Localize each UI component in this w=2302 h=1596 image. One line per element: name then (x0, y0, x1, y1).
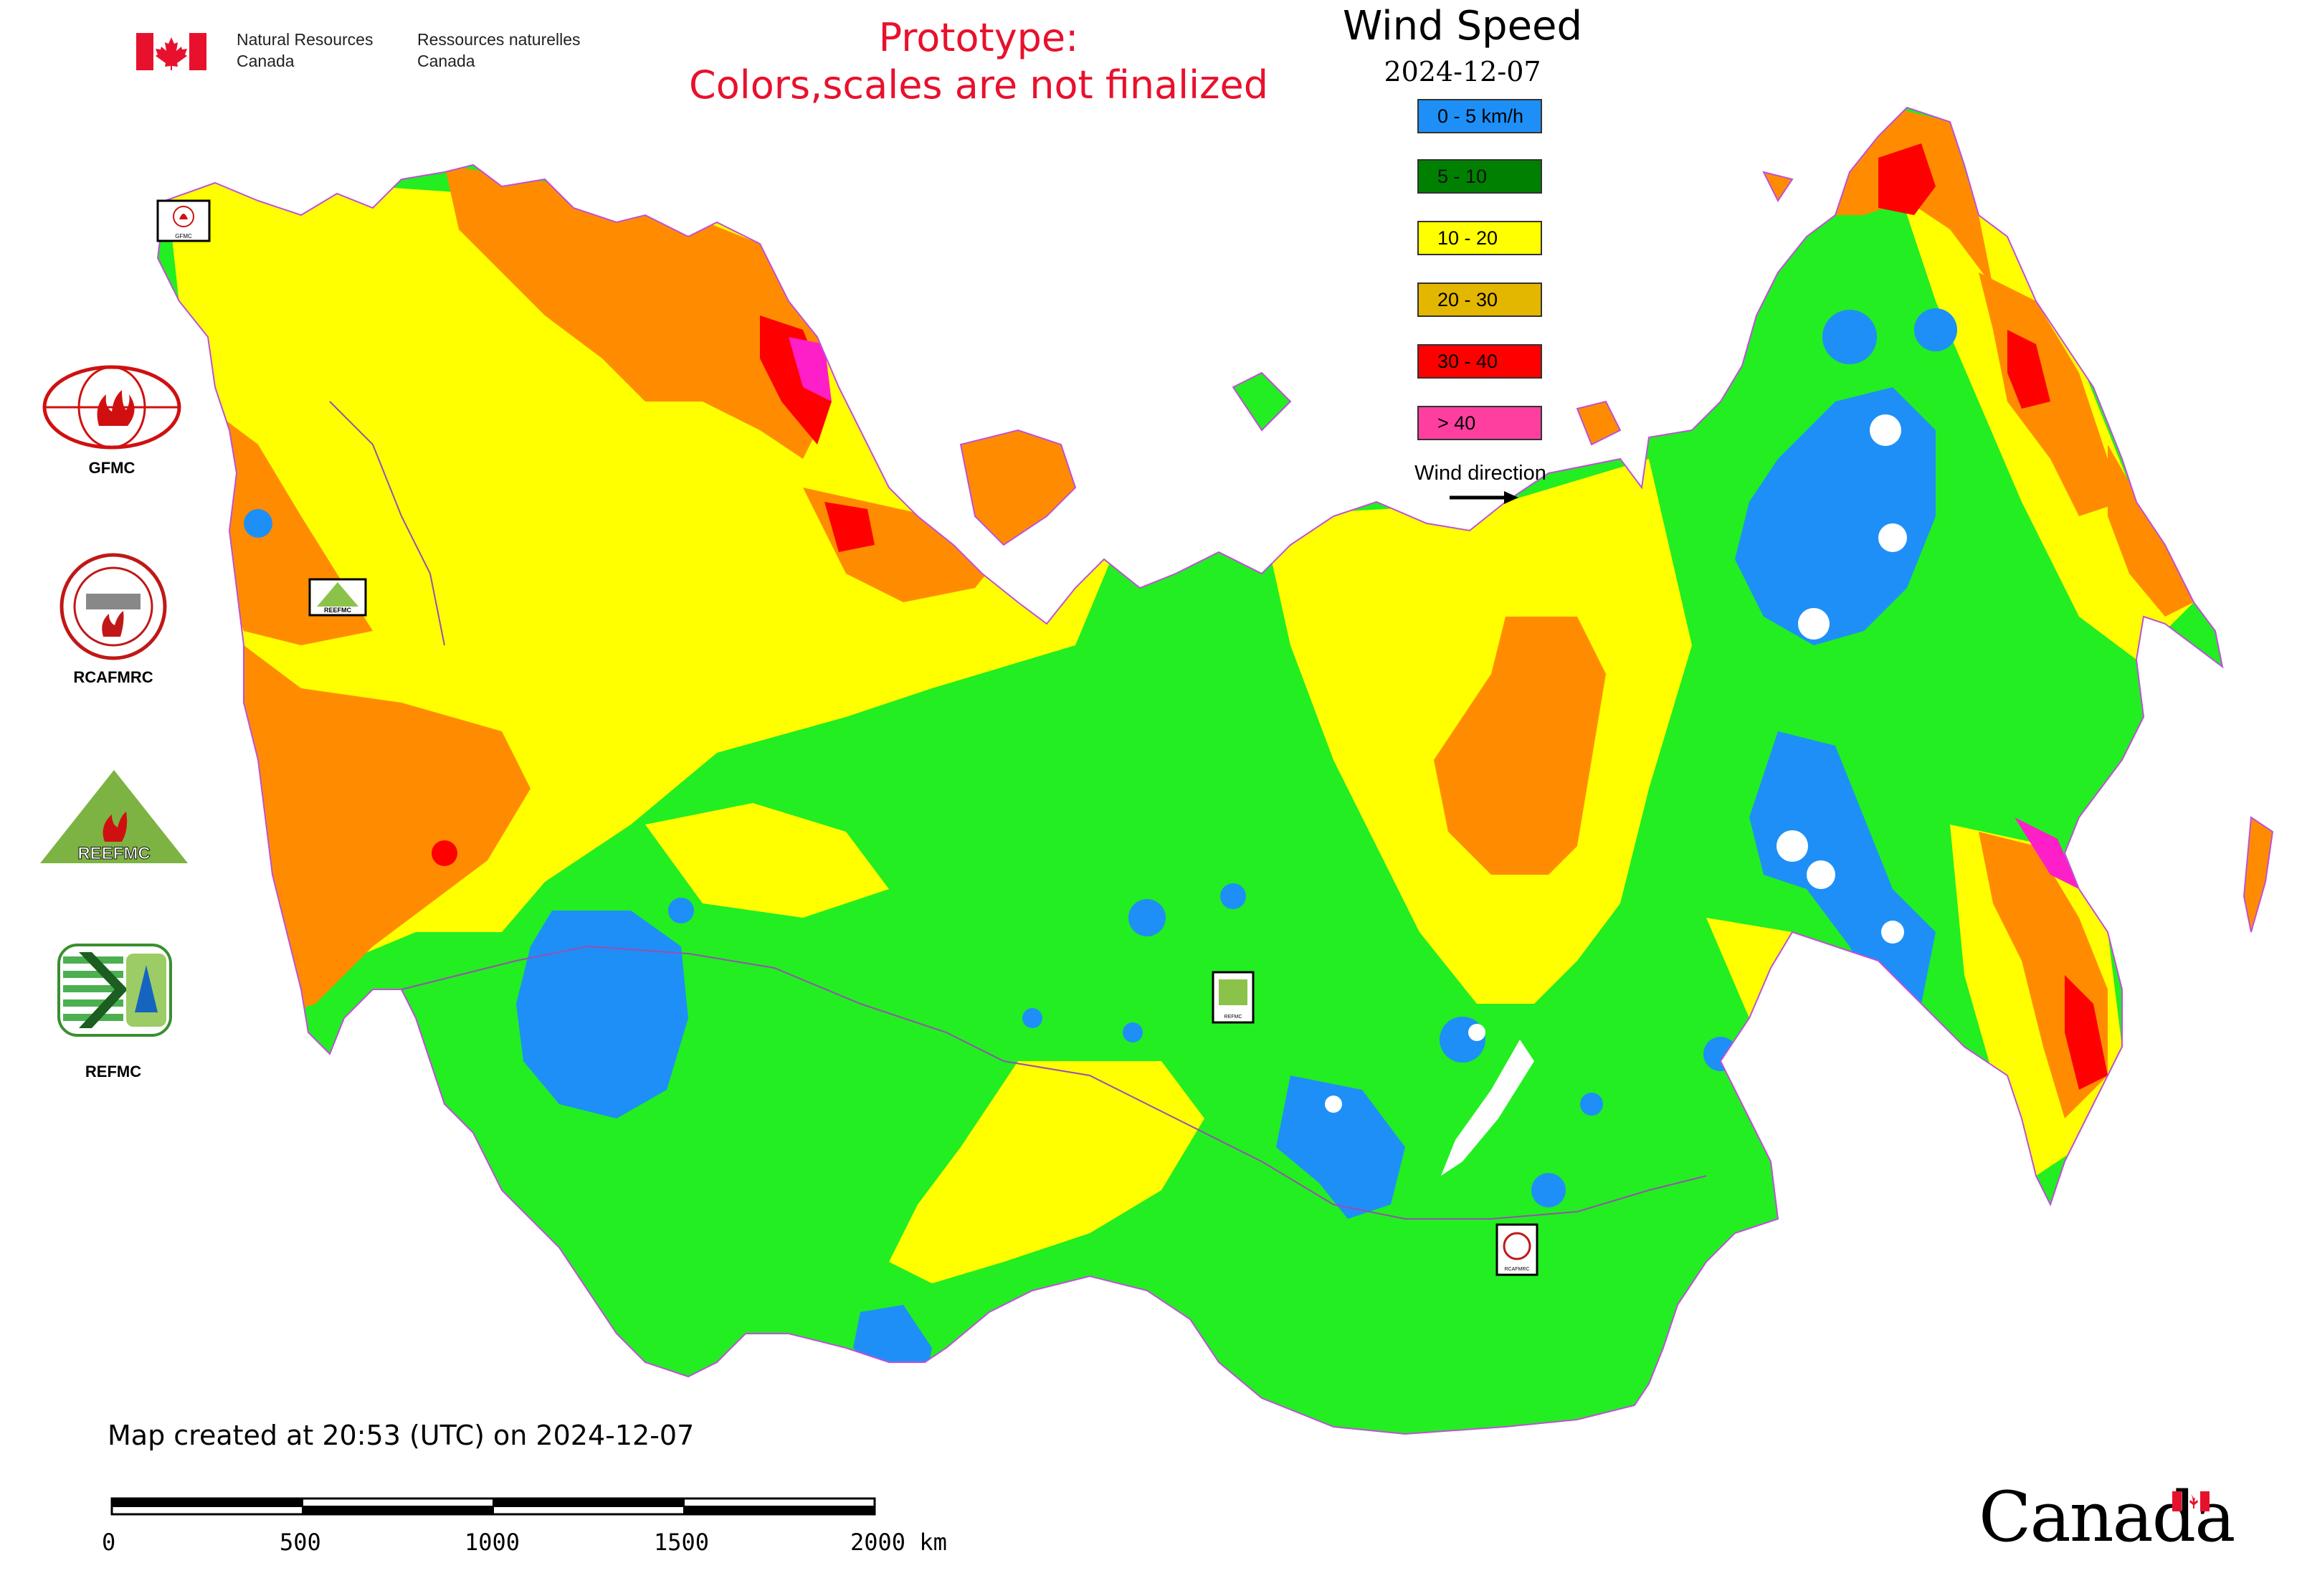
agency-fr-line1: Ressources naturelles (417, 30, 581, 49)
wind-direction-label: Wind direction (1414, 462, 1546, 485)
scale-label-2000: 2000 km (850, 1529, 947, 1556)
map-created-timestamp: Map created at 20:53 (UTC) on 2024-12-07 (108, 1420, 695, 1451)
legend-swatch-5: > 40 (1417, 406, 1542, 440)
badge-refmc-text: REFMC (1224, 1015, 1242, 1020)
badge-gfmc: GFMC (156, 199, 211, 242)
gfmc-caption: GFMC (88, 459, 135, 477)
badge-rcafmrc: RCAFMRC (1495, 1223, 1538, 1276)
reefmc-logo-text: REEFMC (77, 844, 150, 863)
badge-refmc: REFMC (1212, 971, 1255, 1024)
scale-label-500: 500 (280, 1529, 321, 1556)
agency-fr-line2: Canada (417, 52, 475, 70)
agency-name-en: Natural Resources Canada (237, 29, 373, 72)
legend-date: 2024-12-07 (1384, 56, 1541, 87)
refmc-caption: REFMC (85, 1063, 142, 1080)
badge-reefmc: REEFMC (308, 578, 367, 617)
reefmc-logo-icon: REEFMC (40, 770, 188, 864)
rcafmrc-logo-icon (60, 553, 167, 660)
agency-name-fr: Ressources naturelles Canada (417, 29, 581, 72)
legend-swatch-0: 0 - 5 km/h (1417, 99, 1542, 133)
legend-swatch-4: 30 - 40 (1417, 344, 1542, 379)
prototype-line1: Prototype: (878, 15, 1079, 60)
badge-gfmc-text: GFMC (175, 233, 192, 239)
scale-bar (110, 1497, 876, 1516)
legend-title: Wind Speed (1342, 3, 1583, 49)
gfmc-logo-icon (42, 365, 181, 450)
refmc-logo-icon (57, 944, 172, 1037)
scale-label-0: 0 (102, 1529, 116, 1556)
wind-direction-arrow-icon (1450, 491, 1518, 504)
legend-swatch-1: 5 - 10 (1417, 159, 1542, 194)
agency-en-line1: Natural Resources (237, 30, 374, 49)
badge-rcafmrc-text: RCAFMRC (1505, 1267, 1530, 1272)
canada-wordmark: Canada (1979, 1477, 2235, 1557)
legend-swatch-2: 10 - 20 (1417, 221, 1542, 255)
scale-label-1500: 1500 (654, 1529, 710, 1556)
prototype-notice: Prototype: Colors,scales are not finaliz… (631, 14, 1326, 109)
legend-swatch-3: 20 - 30 (1417, 282, 1542, 317)
agency-en-line2: Canada (237, 52, 295, 70)
scale-label-1000: 1000 (465, 1529, 520, 1556)
prototype-line2: Colors,scales are not finalized (689, 62, 1268, 108)
rcafmrc-caption: RCAFMRC (73, 668, 153, 686)
canada-flag-icon (136, 33, 206, 70)
badge-reefmc-text: REEFMC (324, 607, 352, 614)
wordmark-flag-icon (2172, 1491, 2210, 1511)
